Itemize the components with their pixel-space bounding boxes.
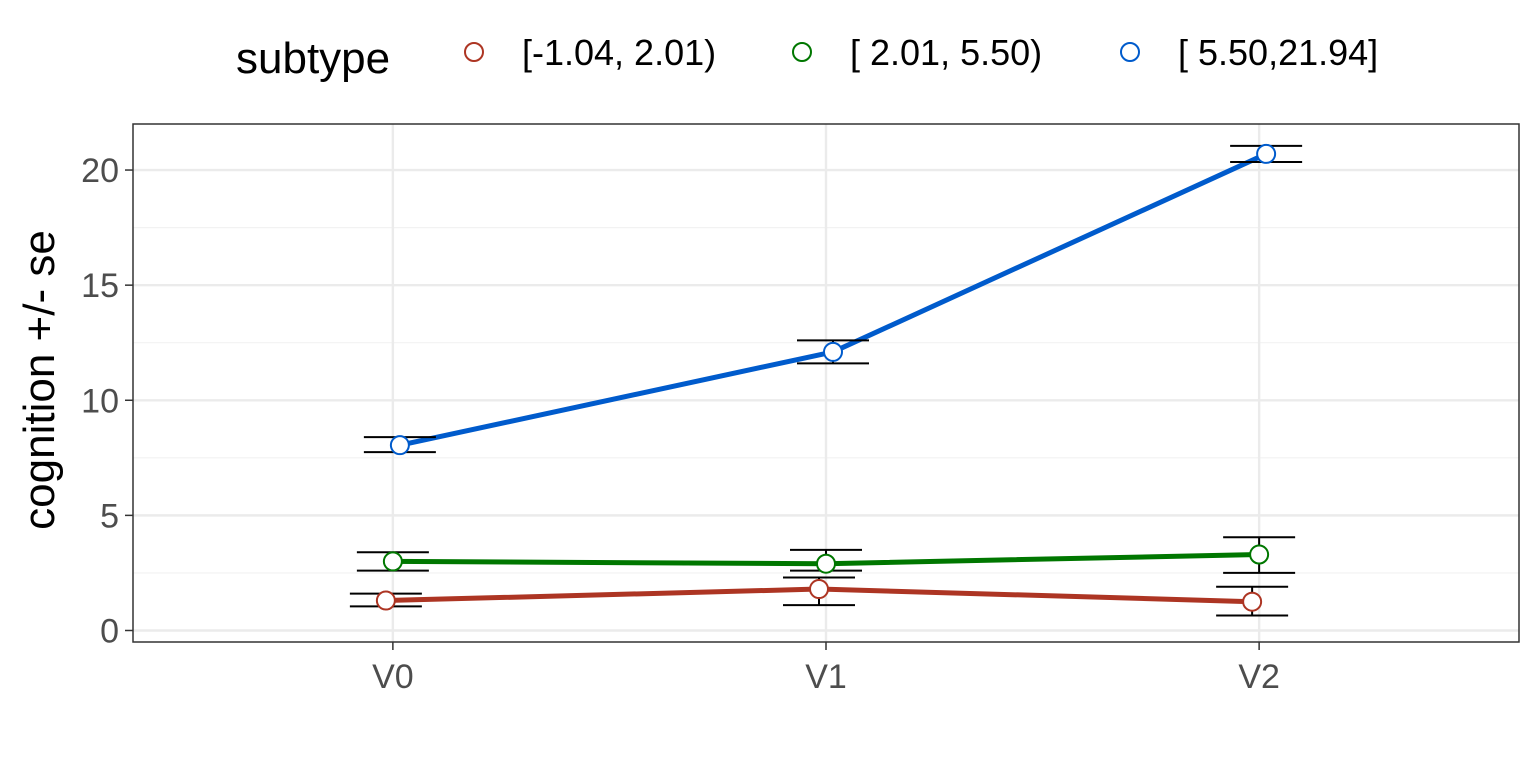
series-layer <box>349 143 1303 617</box>
data-point <box>809 579 829 600</box>
y-axis-title: cognition +/- se <box>15 230 64 530</box>
x-tick-label: V1 <box>805 658 847 696</box>
data-point <box>1256 143 1277 164</box>
x-axis: V0 V1 V2 <box>372 642 1280 696</box>
y-tick-label: 15 <box>81 267 119 305</box>
legend-key <box>792 42 812 62</box>
series-1 <box>349 576 1289 617</box>
legend-item-3: [ 5.50,21.94] <box>1120 32 1378 73</box>
series-3 <box>363 143 1303 456</box>
legend-item-1: [-1.04, 2.01) <box>464 32 716 73</box>
legend-title: subtype <box>236 34 390 83</box>
y-tick-label: 5 <box>100 497 119 535</box>
x-tick-label: V2 <box>1238 658 1280 696</box>
y-tick-label: 0 <box>100 612 119 650</box>
legend-key <box>1120 42 1140 62</box>
data-point <box>1242 591 1263 612</box>
legend-label: [-1.04, 2.01) <box>522 32 716 73</box>
legend-key <box>464 42 484 62</box>
legend-label: [ 5.50,21.94] <box>1178 32 1378 73</box>
y-axis: 0 5 10 15 20 <box>81 152 133 650</box>
data-point <box>375 590 396 611</box>
y-tick-label: 10 <box>81 382 119 420</box>
data-point <box>816 553 836 574</box>
legend-label: [ 2.01, 5.50) <box>850 32 1042 73</box>
y-tick-label: 20 <box>81 152 119 190</box>
data-point <box>382 551 403 572</box>
data-point <box>823 341 843 362</box>
x-tick-label: V0 <box>372 658 414 696</box>
data-point <box>389 435 410 456</box>
data-point <box>1249 544 1270 565</box>
series-2 <box>356 536 1296 574</box>
legend-item-2: [ 2.01, 5.50) <box>792 32 1042 73</box>
legend: subtype [-1.04, 2.01) [ 2.01, 5.50) [ 5.50… <box>236 32 1378 83</box>
